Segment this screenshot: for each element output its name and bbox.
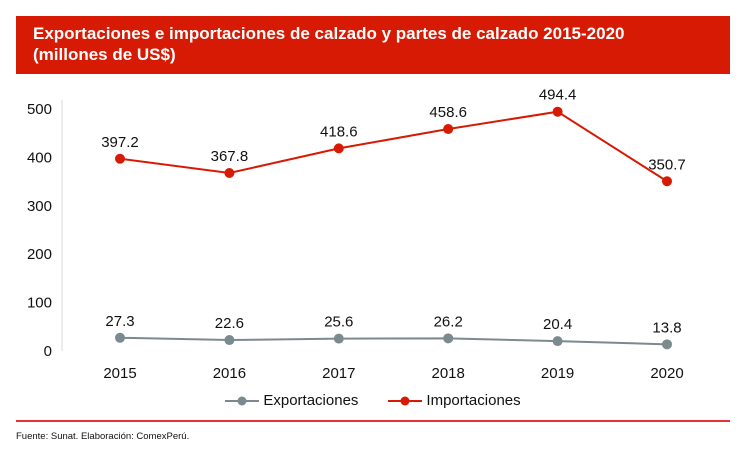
- importaciones-point: [443, 124, 454, 135]
- legend-marker-icon: [225, 396, 260, 405]
- exportaciones-data-label: 22.6: [215, 315, 244, 332]
- exportaciones-point: [443, 333, 454, 344]
- exportaciones-data-label: 20.4: [543, 316, 572, 333]
- x-tick-label: 2016: [213, 365, 246, 382]
- exportaciones-line: [119, 336, 668, 346]
- importaciones-point: [115, 153, 125, 164]
- legend-item-importaciones: Importaciones: [388, 392, 521, 409]
- x-tick-label: 2017: [322, 365, 355, 382]
- x-tick-label: 2018: [432, 365, 465, 382]
- importaciones-data-label: 494.4: [539, 87, 577, 104]
- y-tick-label: 100: [27, 295, 52, 312]
- exportaciones-point: [662, 339, 672, 350]
- importaciones-point: [662, 176, 672, 187]
- x-tick-label: 2020: [650, 365, 683, 382]
- legend: Exportaciones Importaciones: [0, 392, 746, 409]
- exportaciones-data-label: 13.8: [652, 319, 681, 336]
- exportaciones-point: [115, 332, 125, 343]
- chart-subtitle: (millones de US$): [33, 45, 176, 64]
- legend-marker-icon: [388, 396, 423, 405]
- importaciones-data-label: 458.6: [429, 104, 467, 121]
- y-tick-label: 200: [27, 246, 52, 263]
- line-chart: 0 100 200 300 400 500 2015 2016 2017 2018 2019 2020…: [27, 87, 686, 382]
- divider: [16, 420, 730, 422]
- x-tick-label: 2015: [103, 365, 136, 382]
- exportaciones-point: [552, 336, 563, 347]
- exportaciones-point: [224, 335, 235, 346]
- legend-label: Importaciones: [426, 392, 521, 409]
- importaciones-data-label: 397.2: [101, 134, 139, 151]
- legend-item-exportaciones: Exportaciones: [225, 392, 358, 409]
- title-bar: Exportaciones e importaciones de calzado…: [16, 16, 730, 74]
- legend-label: Exportaciones: [263, 392, 359, 409]
- importaciones-data-label: 418.6: [320, 123, 358, 140]
- y-tick-label: 300: [27, 198, 52, 215]
- importaciones-line: [119, 110, 668, 183]
- source-note: Fuente: Sunat. Elaboración: ComexPerú.: [16, 431, 190, 442]
- importaciones-point: [224, 167, 235, 178]
- x-tick-label: 2019: [541, 365, 574, 382]
- y-tick-label: 500: [27, 101, 52, 118]
- importaciones-data-label: 350.7: [648, 156, 686, 173]
- importaciones-point: [333, 143, 344, 154]
- y-tick-label: 400: [27, 149, 52, 166]
- exportaciones-point: [333, 333, 344, 344]
- exportaciones-data-label: 26.2: [434, 313, 463, 330]
- y-tick-label: 0: [44, 343, 52, 360]
- exportaciones-data-label: 25.6: [324, 314, 353, 331]
- importaciones-data-label: 367.8: [211, 148, 249, 165]
- chart-title: Exportaciones e importaciones de calzado…: [33, 24, 625, 43]
- importaciones-point: [552, 106, 563, 117]
- exportaciones-data-label: 27.3: [105, 313, 134, 330]
